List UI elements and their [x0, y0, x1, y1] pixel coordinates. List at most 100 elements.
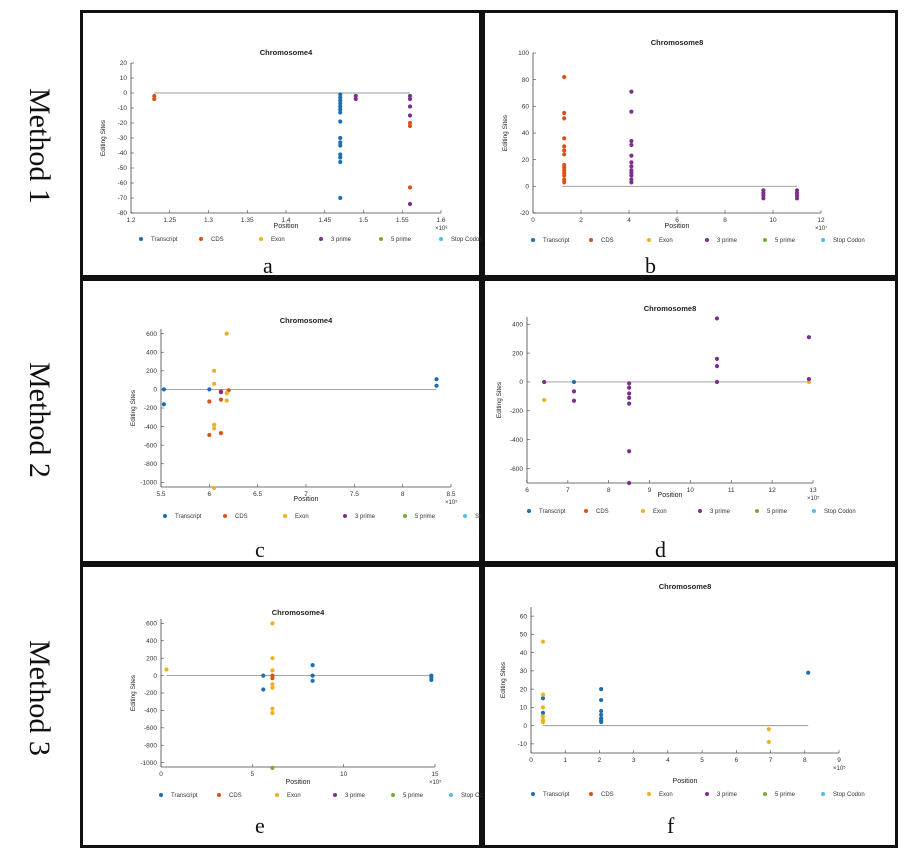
y-tick-label: -1000	[140, 480, 157, 487]
data-point-transcript	[599, 719, 604, 725]
legend-label: Transcript	[171, 793, 198, 799]
data-point-transcript	[338, 104, 343, 109]
x-tick-label: 1.5	[359, 217, 368, 224]
data-point-3-prime	[542, 379, 547, 385]
y-tick-label: 200	[512, 350, 523, 357]
x-exponent-label: ×10⁵	[445, 499, 458, 506]
data-point-exon	[540, 692, 546, 697]
x-tick-label: 0	[159, 771, 163, 778]
legend-label: 3 prime	[710, 509, 731, 515]
data-point-transcript	[540, 696, 546, 701]
data-point-3-prime	[629, 109, 634, 114]
data-point-transcript	[599, 712, 604, 717]
data-point-exon	[224, 391, 229, 396]
y-tick-label: 200	[146, 368, 157, 375]
data-point-3-prime	[714, 379, 720, 385]
data-point-transcript	[338, 98, 343, 103]
y-tick-label: 40	[520, 650, 528, 657]
data-point-3-prime	[353, 96, 358, 102]
legend-marker	[647, 792, 651, 796]
y-tick-label: -200	[144, 405, 157, 412]
x-tick-label: 8	[803, 757, 807, 764]
legend-marker	[821, 238, 825, 242]
data-point-transcript	[161, 387, 166, 392]
y-tick-label: -10	[118, 105, 128, 112]
y-tick-label: -1000	[140, 760, 157, 767]
y-tick-label: 50	[520, 632, 528, 639]
y-axis-label: Editing Sites	[500, 661, 507, 698]
legend-label: CDS	[601, 792, 614, 798]
y-tick-label: -200	[510, 408, 523, 415]
legend-label: Stop Codon	[451, 237, 483, 243]
legend-label: Stop Codon	[475, 514, 485, 520]
row-label-method-3: Method 3	[23, 640, 56, 756]
data-point-exon	[212, 381, 217, 386]
legend-marker	[163, 514, 167, 518]
y-tick-label: -30	[118, 135, 128, 142]
y-axis-label: Editing Sites	[130, 389, 137, 426]
y-tick-label: 60	[520, 613, 528, 620]
legend-marker	[283, 514, 287, 518]
x-tick-label: 9	[648, 487, 652, 494]
x-exponent-label: ×10⁵	[429, 779, 442, 786]
x-tick-label: 11	[728, 487, 735, 494]
y-tick-label: 0	[525, 184, 529, 191]
y-tick-label: 0	[153, 387, 157, 394]
chart-panel-e: Chromosome4 0 5 10 15 600 400 200 0 -200 -400 -600 -…	[80, 564, 485, 848]
y-tick-label: -600	[144, 725, 157, 732]
data-point-transcript	[599, 687, 604, 692]
y-tick-label: 600	[146, 621, 157, 628]
x-tick-label: 1.25	[163, 217, 176, 224]
legend-label: 5 prime	[415, 514, 436, 520]
data-point-cds	[207, 399, 212, 404]
legend-label: Transcript	[543, 238, 570, 244]
data-point-exon	[806, 379, 812, 385]
data-point-cds	[407, 185, 413, 190]
data-point-3-prime	[407, 96, 413, 102]
legend-label: 3 prime	[717, 792, 738, 798]
x-tick-label: 8	[723, 217, 727, 224]
legend-marker	[379, 237, 383, 241]
x-tick-label: 2	[598, 757, 602, 764]
data-point-cds	[562, 116, 567, 121]
y-tick-label: -70	[118, 195, 128, 202]
data-point-transcript	[161, 402, 166, 407]
data-point-5-prime	[270, 765, 275, 770]
data-point-exon	[540, 714, 546, 719]
y-tick-label: -400	[144, 708, 157, 715]
legend-label: 3 prime	[331, 237, 352, 243]
x-tick-label: 1.55	[396, 217, 409, 224]
y-tick-label: 0	[519, 379, 523, 386]
data-point-exon	[212, 426, 217, 431]
data-point-exon	[224, 331, 229, 336]
data-point-3-prime	[627, 381, 632, 386]
legend-marker	[589, 792, 593, 796]
data-point-exon	[270, 656, 275, 661]
data-point-cds	[562, 74, 567, 80]
x-axis-label: Position	[294, 496, 319, 503]
data-point-transcript	[338, 152, 343, 157]
data-point-exon	[542, 397, 547, 403]
legend-label: Stop Codon	[833, 792, 865, 798]
chart-f-svg: Chromosome8 0 1 2 3 4 5 6 7 8 9 60 50 40 30 20 10 0 -10 ×10…	[500, 582, 865, 798]
x-exponent-label: ×10⁵	[833, 765, 846, 772]
x-tick-label: 1.2	[126, 217, 135, 224]
chart-e-svg: Chromosome4 0 5 10 15 600 400 200 0 -200 -400 -600 -…	[130, 608, 485, 799]
legend-label: CDS	[229, 793, 242, 799]
panel-letter-a: a	[263, 253, 273, 278]
x-tick-label: 6.5	[253, 491, 262, 498]
legend-label: CDS	[235, 514, 248, 520]
x-tick-label: 10	[340, 771, 348, 778]
x-tick-label: 1.3	[204, 217, 213, 224]
legend-label: Stop Codon	[461, 793, 485, 799]
data-point-transcript	[338, 159, 343, 165]
y-axis-label: Editing Sites	[130, 674, 137, 711]
x-tick-label: 12	[769, 487, 777, 494]
chart-panel-c: Chromosome4 5.5 6 6.5 7 7.5 8 8.5 600 400 200 0 -200…	[80, 278, 485, 564]
data-point-exon	[224, 398, 229, 403]
chart-title: Chromosome4	[260, 48, 313, 57]
legend-label: Transcript	[175, 514, 202, 520]
x-tick-label: 10	[687, 487, 695, 494]
data-point-cds	[562, 177, 567, 182]
legend-marker	[319, 237, 323, 241]
